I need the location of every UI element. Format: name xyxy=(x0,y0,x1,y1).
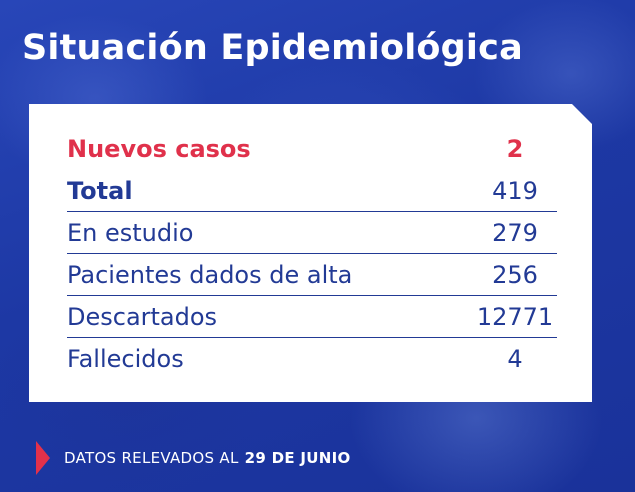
row-total: Total 419 xyxy=(67,170,557,212)
row-label: Fallecidos xyxy=(67,345,184,373)
footer: DATOS RELEVADOS AL 29 DE JUNIO xyxy=(36,440,351,476)
row-label: Total xyxy=(67,176,133,205)
row-label: Nuevos casos xyxy=(67,135,251,163)
page-title: Situación Epidemiológica xyxy=(22,28,523,68)
row-discharged: Pacientes dados de alta 256 xyxy=(67,254,557,296)
row-deceased: Fallecidos 4 xyxy=(67,338,557,380)
arrow-right-icon xyxy=(36,441,50,475)
row-value: 419 xyxy=(492,176,538,205)
row-under-study: En estudio 279 xyxy=(67,212,557,254)
row-label: Descartados xyxy=(67,302,218,331)
row-label: En estudio xyxy=(67,218,194,247)
row-label: Pacientes dados de alta xyxy=(67,260,353,289)
row-value: 4 xyxy=(507,345,523,373)
row-new-cases: Nuevos casos 2 xyxy=(67,128,557,170)
row-value: 2 xyxy=(506,135,524,163)
stats-card: Nuevos casos 2 Total 419 En estudio 279 … xyxy=(29,104,592,402)
row-value: 279 xyxy=(492,218,538,247)
stats-table: Nuevos casos 2 Total 419 En estudio 279 … xyxy=(67,128,557,380)
row-discarded: Descartados 12771 xyxy=(67,296,557,338)
footer-date: 29 DE JUNIO xyxy=(244,449,351,467)
row-value: 12771 xyxy=(476,302,554,331)
footer-text: DATOS RELEVADOS AL xyxy=(64,449,239,467)
row-value: 256 xyxy=(492,260,538,289)
